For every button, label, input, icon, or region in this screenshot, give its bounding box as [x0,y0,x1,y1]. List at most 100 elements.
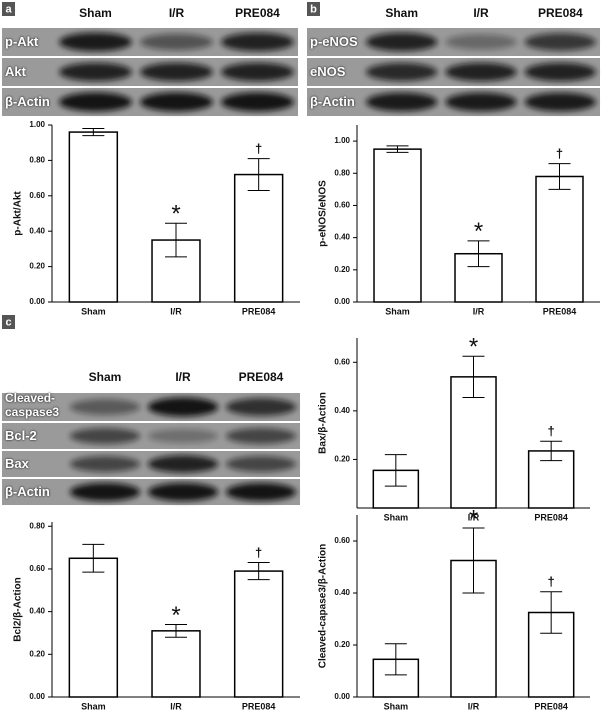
annotation: † [548,574,555,589]
panel-letter: b [310,3,317,15]
blot-band [147,428,219,444]
blot-band [59,32,132,52]
error-bar [384,454,407,487]
error-bar [548,163,571,190]
x-tick-label: I/R [473,306,485,316]
lane-label: PRE084 [235,6,280,20]
annotation: † [255,545,262,560]
x-tick-label: I/R [170,701,182,711]
y-tick-label: 0.80 [334,168,350,177]
x-tick-label: PRE084 [242,701,276,711]
x-tick-label: I/R [468,701,480,711]
row-label: eNOS [310,64,346,79]
y-tick-label: 1.00 [334,136,350,145]
y-tick-label: 0.00 [334,297,350,306]
y-tick-label: 0.40 [334,406,350,415]
bar [535,175,584,303]
row-label: β-Actin [310,94,355,109]
blot-band [524,33,597,51]
y-tick-label: 0.20 [334,640,350,649]
error-bar [165,623,187,638]
x-tick-label: I/R [468,512,480,522]
x-tick-label: PRE084 [534,512,568,522]
bar [450,376,497,509]
blot-band [524,92,597,112]
panel-letter-box [307,2,320,16]
blot-band [365,63,438,81]
panel-letter-box [2,2,15,16]
blot-band [225,398,297,416]
bar [68,557,119,698]
lane-label: PRE084 [538,6,583,20]
bar [373,148,422,303]
blot-band [69,482,141,502]
row-label: β-Actin [5,484,50,499]
error-bar [467,240,490,268]
y-tick-label: 0.00 [29,692,45,701]
y-tick-label: 0.60 [29,191,45,200]
blot-band [147,482,219,502]
blot-band [140,33,213,51]
error-bar [540,591,563,634]
error-bar [462,527,485,594]
y-tick-label: 0.40 [334,588,350,597]
y-tick-label: 1.00 [29,120,45,129]
y-tick-label: 0.40 [334,233,350,242]
lane-label: Sham [79,6,112,20]
y-tick-label: 0.60 [334,536,350,545]
y-tick-label: 0.00 [334,692,350,701]
row-label: p-eNOS [310,34,358,49]
blot-band [445,34,517,50]
blot-band [59,92,132,112]
error-bar [165,222,187,258]
lane-label: Sham [89,370,122,384]
x-tick-label: PRE084 [543,306,577,316]
bar [527,611,575,698]
blot-band [445,62,517,82]
y-axis-label: p-Akt/Akt [13,191,24,236]
blot-band [140,92,213,112]
annotation: † [556,146,563,161]
error-bar [247,158,270,191]
blot-band [69,456,141,472]
lane-label: Sham [385,6,418,20]
annotation: * [171,602,180,629]
y-tick-label: 0.40 [29,607,45,616]
error-bar [386,145,409,153]
row-label: β-Actin [5,94,50,109]
error-bar [540,440,563,462]
blot-band [221,62,294,82]
blot-band [225,428,297,444]
y-tick-label: 0.60 [334,201,350,210]
annotation: * [171,201,180,228]
y-tick-label: 0.60 [29,564,45,573]
y-axis-label: Bax/β-Action [318,392,329,454]
y-tick-label: 0.80 [29,521,45,530]
panel-letter-box [2,315,15,329]
panel-letter: a [5,3,12,15]
y-tick-label: 0.20 [29,262,45,271]
annotation: * [469,334,478,361]
blot-band [147,455,219,473]
y-tick-label: 0.20 [334,265,350,274]
lane-label: I/R [169,6,185,20]
error-bar [82,543,105,573]
x-tick-label: Sham [385,306,410,316]
lane-label: I/R [473,6,489,20]
blot-band [365,92,438,112]
y-tick-label: 0.00 [29,297,45,306]
row-label: Bcl-2 [5,428,37,443]
row-label: Cleaved-caspase3 [5,391,60,419]
lane-label: I/R [175,370,191,384]
error-bar [462,355,485,398]
annotation: * [474,218,483,245]
x-tick-label: Sham [81,306,106,316]
blot-band [445,92,517,112]
bar [233,570,284,698]
blot-band [59,62,132,82]
panel-letter: c [5,316,11,328]
error-bar [384,643,407,676]
blot-band [69,399,141,415]
row-label: Bax [5,456,29,471]
